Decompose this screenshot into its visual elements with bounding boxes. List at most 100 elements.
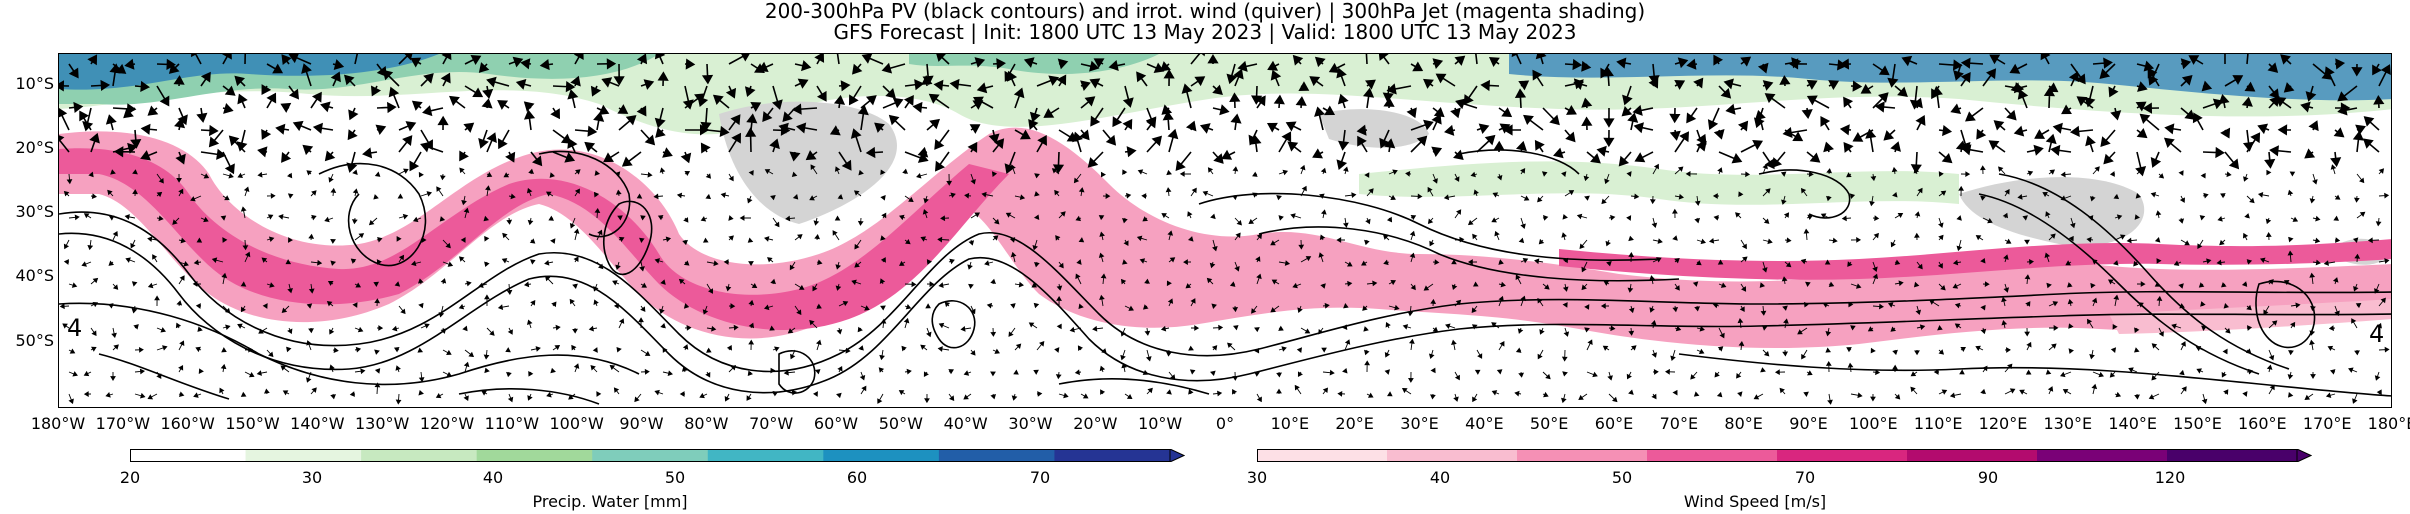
wind-arrow <box>1337 93 1349 109</box>
wind-arrow <box>2312 237 2321 244</box>
wind-arrow <box>1320 167 1327 175</box>
wind-arrow <box>1056 283 1063 291</box>
wind-arrow <box>195 303 202 309</box>
wind-arrow <box>1553 147 1566 159</box>
wind-arrow <box>2241 281 2248 287</box>
wind-arrow <box>725 283 732 292</box>
wind-arrow <box>1014 129 1031 140</box>
wind-arrow <box>62 323 70 329</box>
lon-label: 120°W <box>419 414 475 433</box>
wind-arrow <box>744 85 756 97</box>
wind-arrow <box>140 150 158 161</box>
wind-arrow <box>1958 185 1965 197</box>
wind-arrow <box>1714 371 1720 378</box>
wind-arrow <box>568 393 576 400</box>
wind-arrow <box>967 261 973 270</box>
wind-arrow <box>1498 295 1504 307</box>
wind-arrow <box>2045 369 2052 375</box>
colorbar-segment <box>130 449 247 462</box>
wind-arrow <box>282 390 290 396</box>
wind-arrow <box>1600 303 1610 309</box>
wind-arrow <box>1410 135 1428 153</box>
wind-arrow <box>851 279 862 286</box>
wind-arrow <box>1122 217 1128 224</box>
wind-arrow <box>1955 140 1967 153</box>
wind-arrow <box>1080 60 1100 72</box>
wind-arrow <box>459 150 469 162</box>
wind-arrow <box>572 327 578 334</box>
wind-arrow <box>374 368 381 374</box>
wind-arrow <box>1952 259 1962 266</box>
wind-arrow <box>2378 258 2390 264</box>
wind-arrow <box>1256 233 1263 241</box>
wind-arrow <box>370 85 382 97</box>
wind-arrow <box>2288 349 2294 356</box>
wind-arrow <box>2265 217 2272 225</box>
wind-arrow <box>790 349 796 360</box>
wind-arrow <box>2334 305 2340 317</box>
wind-arrow <box>2334 58 2346 70</box>
wind-arrow <box>156 173 164 184</box>
wind-arrow <box>63 190 70 197</box>
wind-arrow <box>680 151 692 164</box>
wind-arrow <box>1322 387 1329 395</box>
wind-arrow <box>684 324 692 331</box>
wind-arrow <box>1254 327 1260 333</box>
wind-arrow <box>1914 211 1921 219</box>
lat-label: 30°S <box>15 202 54 221</box>
wind-arrow <box>1108 60 1126 72</box>
wind-arrow <box>2151 371 2160 381</box>
wind-arrow <box>1297 305 1303 313</box>
wind-arrow <box>903 317 910 329</box>
wind-arrow <box>618 236 625 243</box>
wind-arrow <box>1342 217 1349 228</box>
wind-arrow <box>1319 193 1325 199</box>
wind-arrow <box>275 123 290 135</box>
wind-arrow <box>2352 130 2364 153</box>
wind-arrow <box>1894 259 1901 265</box>
wind-arrow <box>330 260 337 266</box>
wind-arrow <box>2065 260 2072 266</box>
wind-arrow <box>1475 54 1478 65</box>
wind-arrow <box>1344 280 1353 287</box>
wind-arrow <box>497 304 510 310</box>
wind-arrow <box>301 63 312 87</box>
wind-arrow <box>640 215 646 221</box>
wind-colorbar <box>1257 449 2312 462</box>
wind-arrow <box>1256 273 1262 285</box>
wind-arrow <box>1915 114 1926 131</box>
colorbar-segment <box>823 449 940 462</box>
wind-arrow <box>796 122 818 134</box>
wind-arrow <box>2241 96 2253 109</box>
wind-arrow <box>529 238 536 244</box>
colorbar-segment <box>592 449 709 462</box>
wind-arrow <box>552 81 576 93</box>
wind-arrow <box>654 258 664 264</box>
wind-arrow <box>1843 96 1854 109</box>
wind-arrow <box>1759 282 1766 288</box>
wind-arrow <box>834 215 841 221</box>
wind-arrow <box>1518 371 1524 378</box>
wind-arrow <box>1112 107 1126 128</box>
wind-arrow <box>2142 102 2160 114</box>
wind-arrow <box>653 193 664 200</box>
wind-arrow <box>354 346 362 353</box>
wind-arrow <box>124 214 136 220</box>
wind-arrow <box>1820 213 1830 219</box>
wind-arrow <box>2004 388 2016 395</box>
wind-arrow <box>1649 275 1656 285</box>
wind-arrow <box>1388 304 1400 311</box>
wind-arrow <box>1562 257 1569 264</box>
wind-arrow <box>2085 135 2096 153</box>
wind-arrow <box>902 168 908 175</box>
wind-arrow <box>1034 261 1040 268</box>
wind-arrow <box>2048 233 2056 241</box>
wind-arrow <box>175 151 186 165</box>
wind-arrow <box>1278 346 1287 352</box>
wind-arrow <box>1739 305 1745 313</box>
wind-arrow <box>2133 260 2139 267</box>
wind-arrow <box>810 164 818 175</box>
wind-arrow <box>2091 297 2098 307</box>
wind-arrow <box>1054 347 1060 353</box>
wind-arrow <box>2246 325 2253 331</box>
